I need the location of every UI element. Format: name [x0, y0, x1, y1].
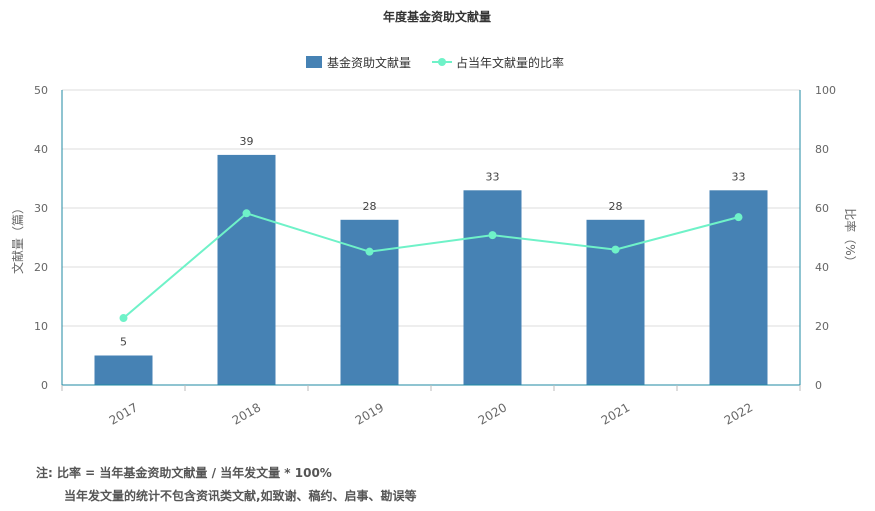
y-left-tick-label: 0: [41, 379, 48, 392]
y-left-tick-label: 10: [34, 320, 48, 333]
ratio-point: [611, 245, 620, 254]
y-left-tick-label: 20: [34, 261, 48, 274]
y-left-tick-label: 30: [34, 202, 48, 215]
y-right-tick-label: 100: [815, 84, 836, 97]
y-right-tick-label: 60: [815, 202, 829, 215]
bar: [463, 190, 522, 385]
bar-data-label: 39: [240, 135, 254, 148]
bar: [340, 219, 399, 385]
y-right-tick-label: 20: [815, 320, 829, 333]
y-right-tick-label: 40: [815, 261, 829, 274]
legend-bar-label: 基金资助文献量: [327, 55, 411, 70]
x-tick-label: 2017: [107, 400, 140, 427]
legend-line-marker: [438, 58, 446, 66]
bar: [94, 355, 153, 385]
y-axis-left-title: 文献量（篇）: [10, 202, 25, 274]
x-tick-label: 2019: [353, 400, 386, 427]
note-exclusion: 当年发文量的统计不包含资讯类文献,如致谢、稿约、启事、勘误等: [64, 489, 417, 503]
note-ratio-formula: 注: 比率 = 当年基金资助文献量 / 当年发文量 * 100%: [36, 466, 332, 480]
legend: 基金资助文献量 占当年文献量的比率: [306, 55, 564, 70]
ratio-point: [734, 213, 743, 222]
ratio-point: [119, 314, 128, 323]
bar-data-label: 33: [732, 170, 746, 183]
x-tick-label: 2020: [476, 400, 509, 427]
ratio-point: [488, 231, 497, 240]
y-right-tick-label: 80: [815, 143, 829, 156]
ratio-point: [242, 209, 251, 218]
chart: 年度基金资助文献量 基金资助文献量 占当年文献量的比率 5 39 28 33 28 33 0…: [10, 9, 858, 428]
x-tick-label: 2021: [599, 400, 632, 427]
bar-data-label: 28: [363, 200, 377, 213]
bar-data-label: 33: [486, 170, 500, 183]
ratio-line: [122, 212, 739, 319]
bar-data-label: 5: [120, 336, 127, 349]
legend-line-label: 占当年文献量的比率: [456, 55, 564, 70]
y-left-tick-label: 40: [34, 143, 48, 156]
chart-title: 年度基金资助文献量: [383, 9, 491, 24]
bar-data-label: 28: [609, 200, 623, 213]
x-tick-label: 2022: [722, 400, 755, 427]
bar: [217, 154, 276, 385]
line-layer: [119, 209, 743, 323]
legend-bar-swatch: [306, 56, 322, 68]
y-right-tick-label: 0: [815, 379, 822, 392]
y-axis-right-title: 比率（%）: [843, 208, 858, 267]
ratio-point: [365, 247, 374, 256]
y-left-tick-label: 50: [34, 84, 48, 97]
bars: 5 39 28 33 28 33: [94, 135, 768, 385]
grid: [62, 89, 800, 327]
x-tick-label: 2018: [230, 400, 263, 427]
